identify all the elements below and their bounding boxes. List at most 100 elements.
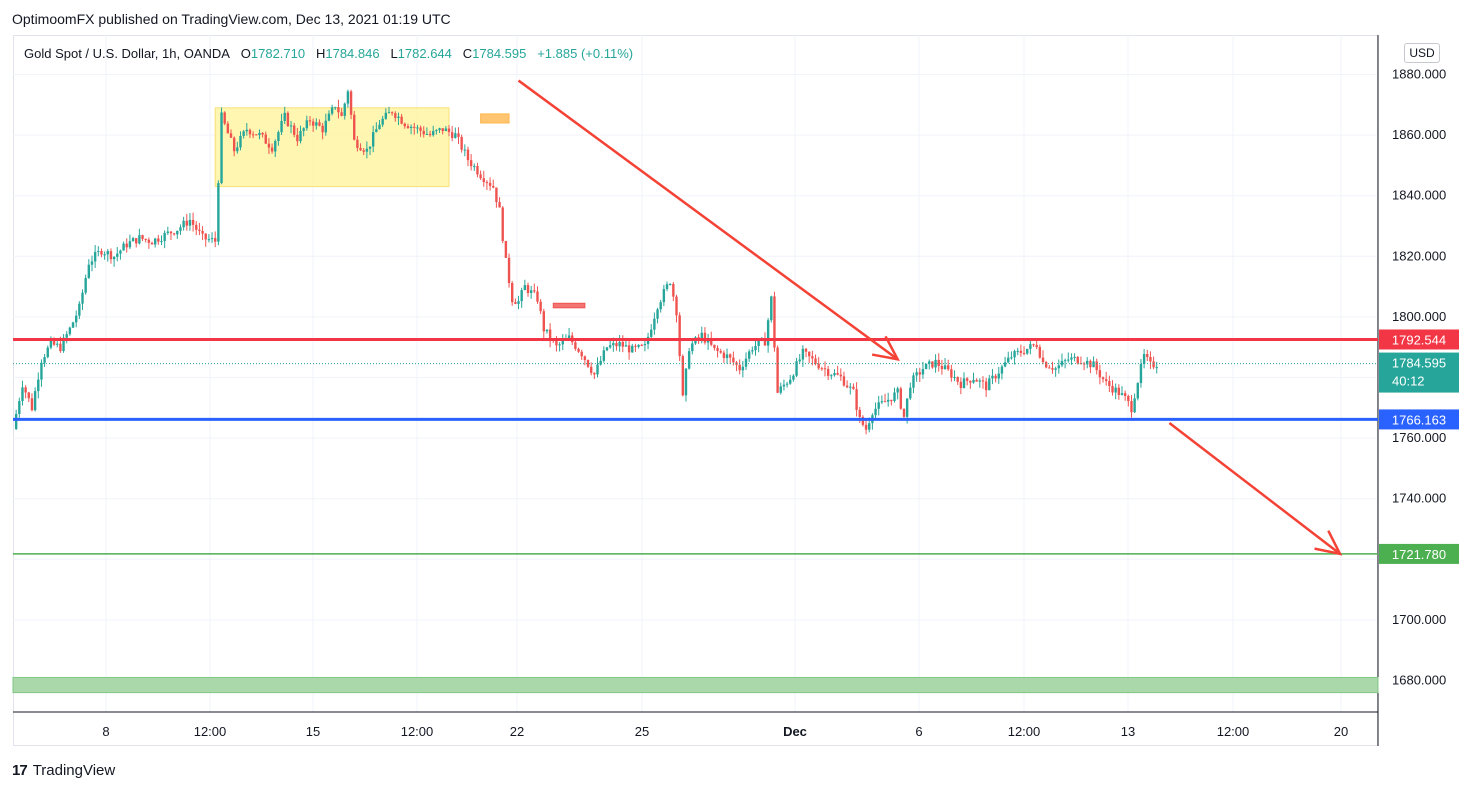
candle-body <box>30 398 34 411</box>
candle-body <box>700 332 703 339</box>
target-price-label: 1721.780 <box>1392 547 1446 562</box>
candle-body <box>741 366 745 371</box>
candle-body <box>482 178 485 183</box>
candle-body <box>1092 361 1095 368</box>
candle-body <box>1079 363 1083 365</box>
candle-body <box>302 128 305 131</box>
candle-body <box>311 121 315 126</box>
candle-body <box>599 360 602 365</box>
candle-body <box>280 120 283 133</box>
candle-body <box>738 364 741 371</box>
candle-body <box>536 291 539 302</box>
candle-body <box>150 242 154 245</box>
candle-body <box>157 238 160 242</box>
candle-body <box>757 340 760 346</box>
x-tick-label: 25 <box>635 724 649 739</box>
candle-body <box>232 137 236 152</box>
candle-body <box>469 160 473 167</box>
candle-body <box>574 342 577 349</box>
currency-button[interactable]: USD <box>1404 43 1440 63</box>
candle-body <box>378 124 381 130</box>
candle-body <box>754 345 757 351</box>
arrow-head-2 <box>1314 530 1343 556</box>
candle-body <box>722 352 726 359</box>
candle-body <box>176 230 179 235</box>
candle-body <box>716 347 719 352</box>
candle-body <box>419 127 422 131</box>
candle-body <box>122 243 125 251</box>
tradingview-logo-icon[interactable]: 17 <box>12 762 28 779</box>
candle-body <box>1117 387 1121 395</box>
candle-body <box>842 376 846 386</box>
candle-body <box>330 107 334 114</box>
candle-body <box>826 369 830 376</box>
candle-body <box>292 125 296 135</box>
candle-body <box>87 264 91 278</box>
candle-body <box>994 375 997 379</box>
change-value: +1.885 (+0.11%) <box>537 46 634 61</box>
candle-body <box>691 343 694 352</box>
candle-body <box>179 227 182 231</box>
candle-body <box>561 340 564 345</box>
candle-body <box>943 365 947 370</box>
candle-body <box>858 409 861 417</box>
candle-body <box>1149 356 1152 362</box>
candle-body <box>520 290 523 302</box>
candle-body <box>242 131 245 136</box>
candle-body <box>1063 360 1067 362</box>
candle-body <box>965 378 969 381</box>
candle-body <box>296 134 299 142</box>
candle-body <box>991 375 994 379</box>
candle-body <box>337 107 340 113</box>
candle-body <box>334 107 337 109</box>
trend-arrow-1 <box>517 79 899 361</box>
candle-body <box>1013 351 1016 358</box>
candle-body <box>1120 393 1124 395</box>
candle-body <box>732 357 735 363</box>
candle-body <box>896 388 899 393</box>
candle-body <box>109 251 113 260</box>
candle-body <box>217 183 220 242</box>
candle-body <box>343 103 346 116</box>
candle-body <box>1142 354 1146 364</box>
candle-body <box>49 339 53 348</box>
candle-body <box>542 311 545 332</box>
candle-body <box>1026 348 1029 354</box>
candle-body <box>504 240 508 258</box>
candle-body <box>969 380 972 383</box>
candle-body <box>621 341 624 347</box>
candle-body <box>261 132 264 135</box>
candle-body <box>223 112 226 124</box>
x-tick-label: 12:00 <box>1008 724 1041 739</box>
candle-body <box>195 224 198 230</box>
candle-body <box>375 129 378 133</box>
candle-body <box>912 375 915 388</box>
candle-body <box>169 231 173 234</box>
candle-body <box>558 344 561 346</box>
candle-body <box>725 354 729 359</box>
candle-body <box>618 341 621 347</box>
candle-body <box>27 392 30 399</box>
candle-body <box>713 344 716 348</box>
candle-body <box>852 386 855 390</box>
candle-body <box>934 359 937 368</box>
candle-body <box>425 133 429 135</box>
candle-body <box>62 337 65 352</box>
candle-body <box>93 252 97 262</box>
candle-body <box>975 379 978 382</box>
candle-body <box>1041 357 1045 363</box>
candle-body <box>365 148 369 152</box>
candle-body <box>801 348 805 360</box>
candle-body <box>286 112 290 126</box>
candle-body <box>751 350 754 352</box>
candle-body <box>950 369 953 378</box>
x-tick-label: 13 <box>1121 724 1135 739</box>
candle-body <box>928 361 931 364</box>
candle-body <box>608 345 612 348</box>
low-label: L <box>390 46 398 61</box>
last-price-badge <box>1379 352 1459 393</box>
y-tick-label: 1800.000 <box>1392 309 1446 324</box>
candle-body <box>153 238 157 245</box>
candle-body <box>845 385 849 388</box>
